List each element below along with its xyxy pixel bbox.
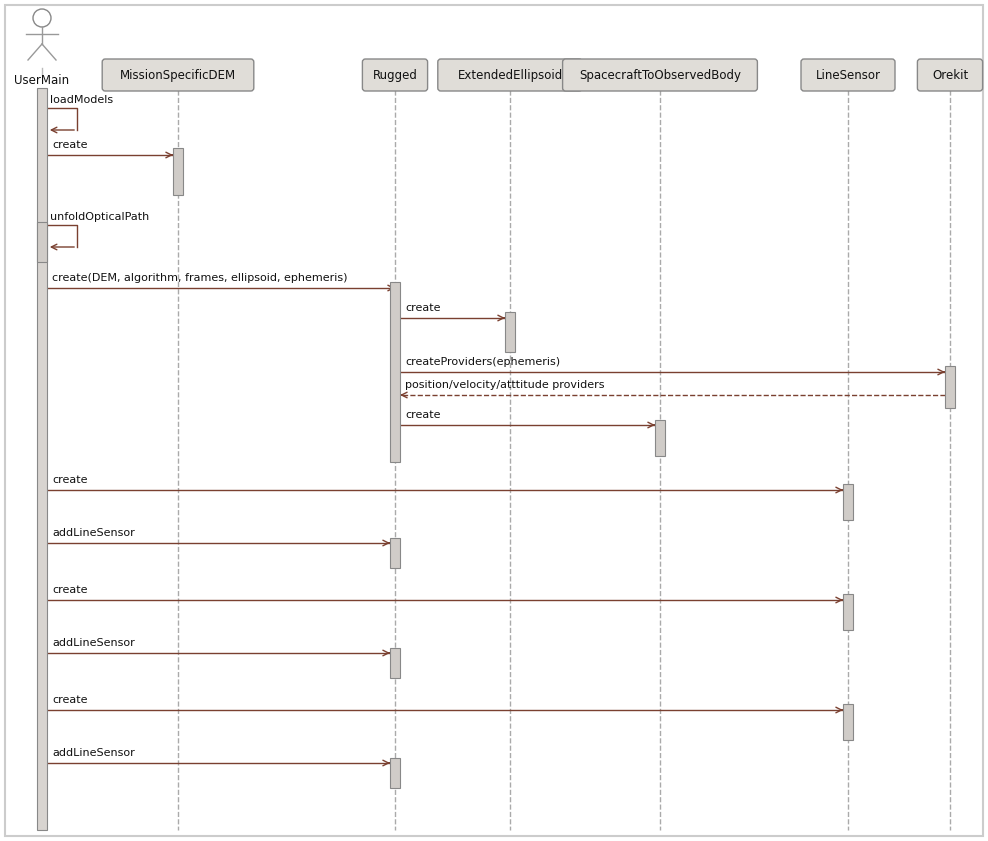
Bar: [655, 420, 665, 456]
Bar: [843, 704, 853, 740]
Text: create: create: [405, 410, 441, 420]
Text: addLineSensor: addLineSensor: [52, 748, 134, 758]
Bar: [945, 366, 955, 408]
Text: createProviders(ephemeris): createProviders(ephemeris): [405, 357, 560, 367]
Bar: [505, 312, 515, 352]
Bar: [390, 282, 400, 462]
Text: create: create: [52, 695, 88, 705]
Text: unfoldOpticalPath: unfoldOpticalPath: [50, 212, 149, 222]
FancyBboxPatch shape: [438, 59, 582, 91]
Text: position/velocity/atttitude providers: position/velocity/atttitude providers: [405, 380, 605, 390]
Text: create: create: [52, 585, 88, 595]
Text: ExtendedEllipsoid: ExtendedEllipsoid: [457, 68, 562, 82]
Text: Rugged: Rugged: [372, 68, 418, 82]
Bar: [843, 594, 853, 630]
Text: addLineSensor: addLineSensor: [52, 638, 134, 648]
FancyBboxPatch shape: [363, 59, 428, 91]
Text: SpacecraftToObservedBody: SpacecraftToObservedBody: [579, 68, 741, 82]
FancyBboxPatch shape: [562, 59, 758, 91]
Bar: [390, 648, 400, 678]
Bar: [37, 222, 47, 262]
Circle shape: [33, 9, 51, 27]
Text: UserMain: UserMain: [15, 74, 69, 87]
Bar: [390, 538, 400, 568]
Text: loadModels: loadModels: [50, 95, 113, 105]
Text: create(DEM, algorithm, frames, ellipsoid, ephemeris): create(DEM, algorithm, frames, ellipsoid…: [52, 273, 348, 283]
Text: create: create: [52, 140, 88, 150]
Bar: [37, 88, 47, 830]
Text: create: create: [52, 475, 88, 485]
FancyBboxPatch shape: [102, 59, 254, 91]
Text: MissionSpecificDEM: MissionSpecificDEM: [120, 68, 236, 82]
FancyBboxPatch shape: [801, 59, 895, 91]
Text: addLineSensor: addLineSensor: [52, 528, 134, 538]
Text: create: create: [405, 303, 441, 313]
Bar: [390, 758, 400, 788]
Bar: [173, 148, 183, 195]
Text: Orekit: Orekit: [932, 68, 968, 82]
Text: LineSensor: LineSensor: [815, 68, 880, 82]
Bar: [843, 484, 853, 520]
FancyBboxPatch shape: [918, 59, 983, 91]
